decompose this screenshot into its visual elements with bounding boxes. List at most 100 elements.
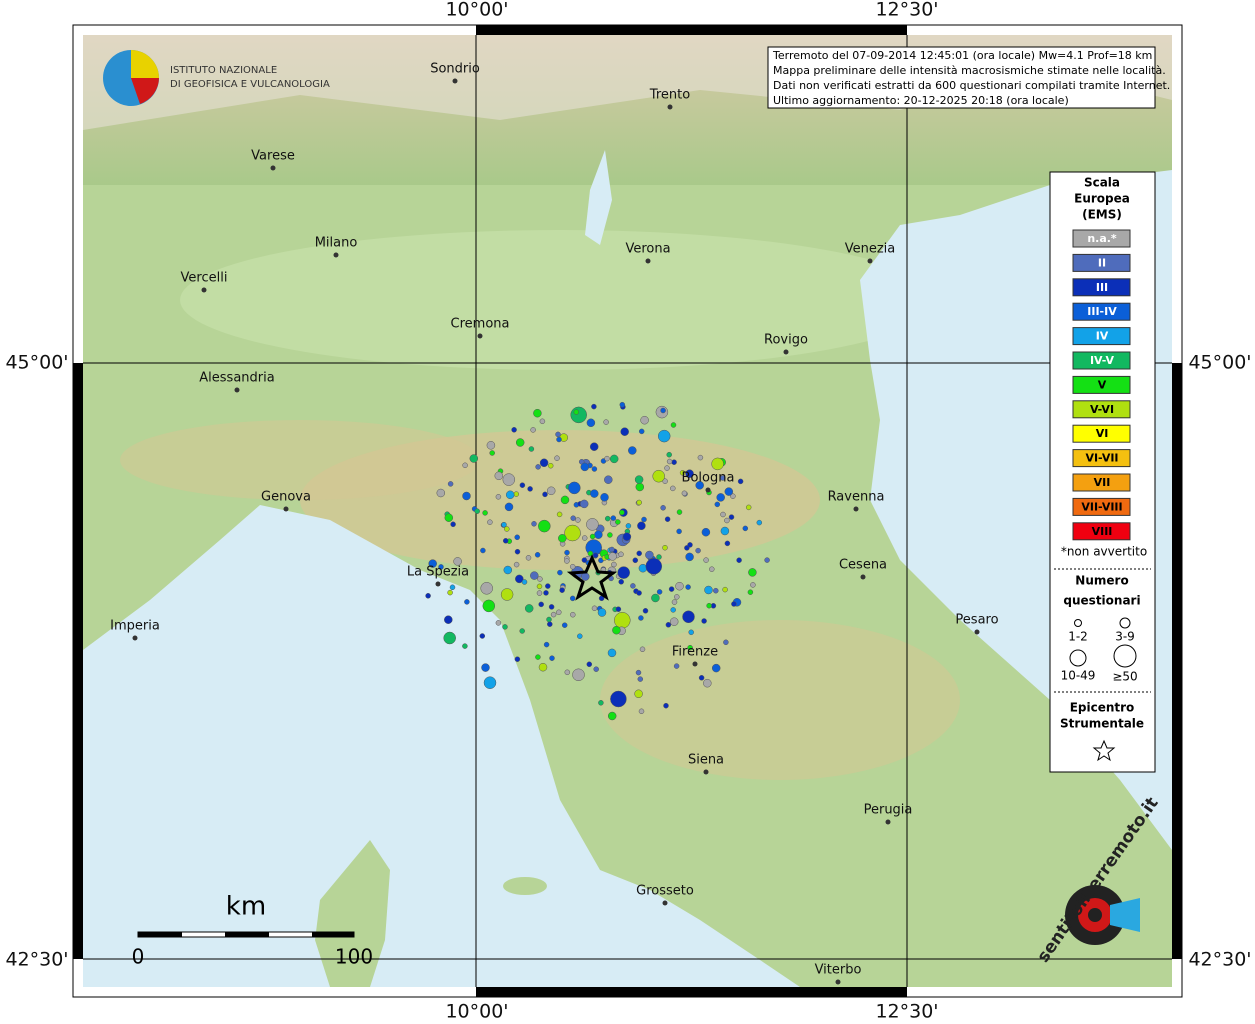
intensity-point [514,534,520,541]
intensity-point [674,594,680,600]
intensity-point [652,469,665,483]
intensity-point [594,530,603,539]
intensity-point [748,568,757,577]
city-dot [435,581,441,587]
intensity-point [619,401,626,408]
intensity-point [536,590,543,596]
intensity-point [745,504,752,511]
intensity-point [514,548,521,555]
legend-label: IV-V [1090,354,1115,367]
city-dot [835,979,841,985]
intensity-point [764,557,770,563]
intensity-point [747,589,754,595]
intensity-point [724,540,731,547]
intensity-point [500,588,514,601]
legend-swatch [1072,522,1131,541]
intensity-point [634,689,643,699]
intensity-point [724,487,734,496]
intensity-point [561,622,568,628]
intensity-point [675,581,684,591]
intensity-point [587,550,594,557]
intensity-point [535,464,541,470]
intensity-point [462,491,471,501]
intensity-point [586,418,596,428]
intensity-point [615,606,622,612]
intensity-point [723,639,729,646]
city-dot [132,635,138,641]
intensity-point [501,521,507,528]
intensity-point [698,675,705,681]
intensity-point [579,499,589,509]
intensity-point [519,482,526,488]
intensity-point [538,662,548,672]
city-dot [452,78,458,84]
intensity-point [537,576,543,582]
city-dot [692,661,698,667]
intensity-point [695,481,704,490]
city-label: La Spezia [407,565,469,580]
intensity-point [568,481,581,495]
intensity-point [557,569,563,576]
intensity-point [589,533,596,540]
intensity-point [450,521,456,528]
intensity-point [666,458,673,465]
intensity-point [609,454,619,464]
intensity-point [589,442,599,451]
intensity-point [682,610,695,624]
intensity-point [519,628,525,634]
info-line: Ultimo aggiornamento: 20-12-2025 20:18 (… [773,94,1069,107]
intensity-point [591,466,598,472]
intensity-point [620,427,629,436]
city-label: Siena [688,753,724,768]
city-dot [860,574,866,580]
intensity-point [443,631,456,645]
city-dot [867,258,873,264]
intensity-point [530,571,539,580]
city-label: Venezia [845,242,896,257]
intensity-point [604,515,611,522]
city-label: Alessandria [199,371,274,386]
legend-size [1069,649,1087,667]
scale-label: 100 [335,945,373,969]
intensity-point [685,552,694,562]
intensity-point [724,517,730,524]
intensity-point [581,572,590,581]
intensity-point [670,422,677,428]
legend-label: VI-VII [1085,452,1118,465]
intensity-point [676,528,682,535]
legend-swatch [1072,497,1131,516]
legend-note: *non avvertito [1061,545,1147,559]
intensity-point [598,700,604,706]
intensity-point [486,441,496,450]
intensity-point [581,535,588,541]
intensity-point [617,566,630,579]
intensity-point [635,482,645,492]
intensity-point [536,583,543,590]
intensity-point [593,666,599,672]
scale-unit: km [226,892,266,922]
intensity-point [545,583,551,589]
intensity-point [513,561,520,568]
intensity-point [645,558,663,575]
intensity-point [640,415,649,425]
intensity-point [447,589,453,596]
intensity-point [669,617,679,626]
intensity-point [711,457,724,471]
intensity-point [570,515,576,521]
intensity-point [581,557,588,563]
legend-title: Scala [1084,176,1120,190]
city-label: Milano [315,236,358,251]
intensity-point [695,547,701,554]
intensity-point [671,459,677,465]
intensity-point [660,407,666,414]
info-line: Dati non verificati estratti da 600 ques… [773,79,1170,92]
intensity-point [657,429,671,443]
intensity-point [630,583,636,589]
intensity-point [524,604,534,613]
intensity-point [618,579,624,585]
intensity-point [504,502,514,512]
city-dot [234,387,240,393]
intensity-point [547,621,553,627]
intensity-point [543,641,550,648]
intensity-point [548,604,555,610]
